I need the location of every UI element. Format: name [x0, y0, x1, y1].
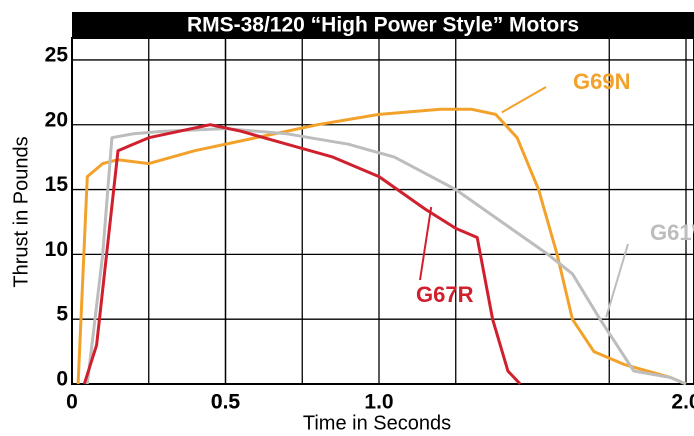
chart-title: RMS-38/120 “High Power Style” Motors	[187, 14, 579, 37]
y-tick-label: 10	[45, 238, 68, 261]
y-tick-label: 20	[45, 108, 68, 131]
line-series	[82, 123, 522, 386]
series-label: G61W	[650, 220, 694, 245]
y-axis-label: Thrust in Pounds	[10, 136, 32, 287]
annotation-leader	[501, 86, 547, 114]
y-tick-label: 25	[45, 43, 69, 66]
y-tick-label: 5	[56, 303, 68, 326]
x-tick-label: 0.5	[211, 391, 241, 414]
y-tick-label: 15	[45, 173, 69, 196]
annotation-leader	[605, 243, 629, 318]
series-label: G67R	[416, 282, 474, 307]
plot-frame	[71, 37, 694, 385]
y-tick-label: 0	[56, 368, 68, 391]
x-axis-label: Time in Seconds	[303, 412, 451, 434]
x-tick-label: 0	[66, 391, 78, 414]
x-tick-label: 0.5	[211, 391, 241, 414]
annotation-leader	[419, 206, 433, 281]
line-series	[76, 107, 687, 386]
series-label: G69N	[573, 69, 630, 94]
x-tick-label: 2.0	[671, 391, 694, 414]
line-series	[85, 127, 687, 386]
x-tick-label: 1.0	[364, 391, 393, 414]
title-bar	[72, 12, 694, 39]
